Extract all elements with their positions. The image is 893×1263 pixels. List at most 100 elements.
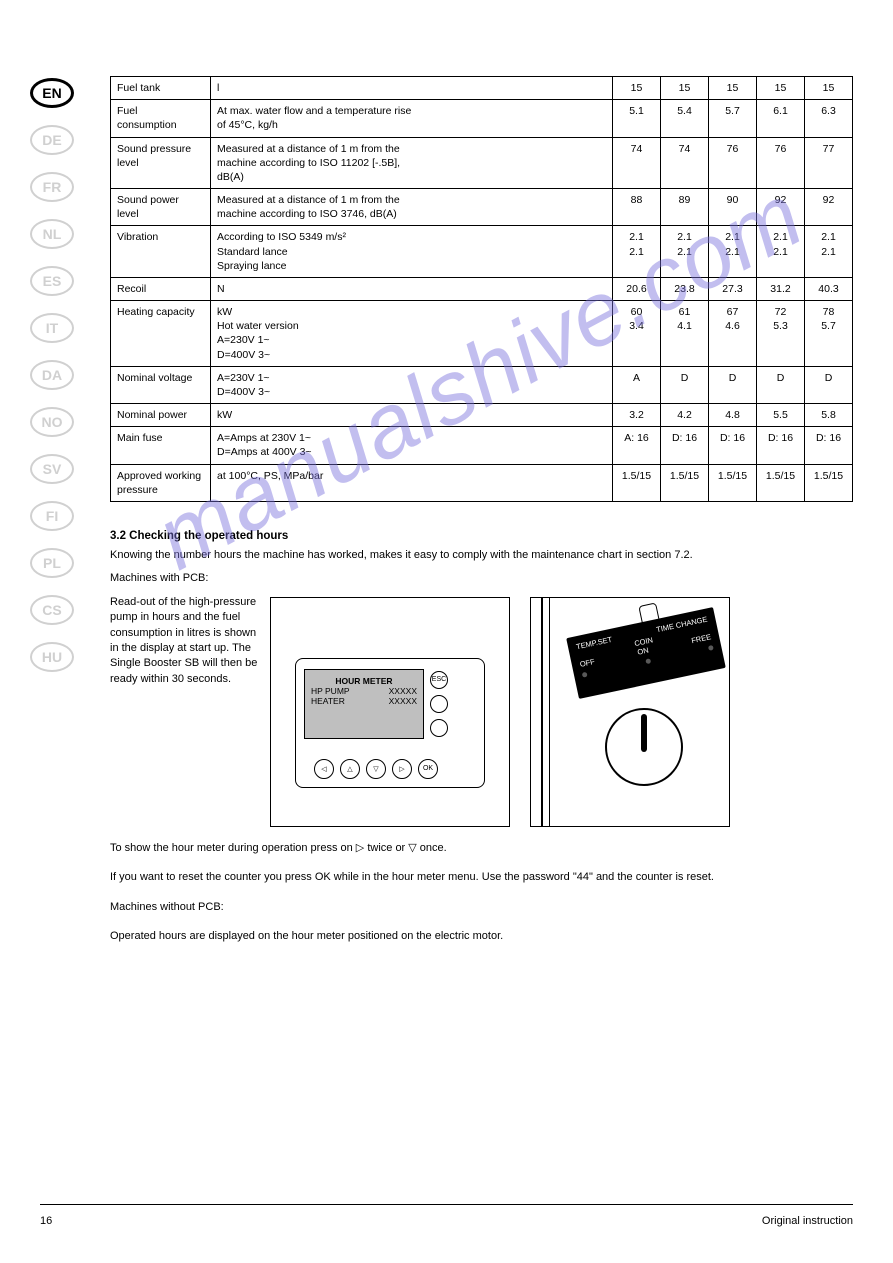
row-value: 1.5/15 xyxy=(709,464,757,501)
row-value: 614.1 xyxy=(661,301,709,367)
lang-badge-fi[interactable]: FI xyxy=(30,501,74,531)
screen-title: HOUR METER xyxy=(311,676,417,686)
row-value: 15 xyxy=(757,77,805,100)
rotary-knob[interactable] xyxy=(605,708,683,786)
row-value: 603.4 xyxy=(613,301,661,367)
plate-dot xyxy=(708,645,714,651)
blank-button-1[interactable] xyxy=(430,695,448,713)
lang-badge-en[interactable]: EN xyxy=(30,78,74,108)
lang-badge-hu[interactable]: HU xyxy=(30,642,74,672)
row-value: 40.3 xyxy=(805,277,853,300)
row-value: 3.2 xyxy=(613,404,661,427)
row-value: 725.3 xyxy=(757,301,805,367)
table-row: Heating capacitykWHot water versionA=230… xyxy=(111,301,853,367)
section-p4: Operated hours are displayed on the hour… xyxy=(110,929,853,944)
row-desc: According to ISO 5349 m/s²Standard lance… xyxy=(211,226,613,278)
plate-off: OFF xyxy=(579,657,596,669)
row-label: Approved workingpressure xyxy=(111,464,211,501)
lang-badge-da[interactable]: DA xyxy=(30,360,74,390)
lang-badge-cs[interactable]: CS xyxy=(30,595,74,625)
row-label: Fuel tank xyxy=(111,77,211,100)
lang-badge-de[interactable]: DE xyxy=(30,125,74,155)
row-value: 1.5/15 xyxy=(805,464,853,501)
screen-line2: HEATER XXXXX xyxy=(311,696,417,706)
row-desc: At max. water flow and a temperature ris… xyxy=(211,100,613,137)
section-below: If you want to reset the counter you pre… xyxy=(110,870,853,885)
table-row: Nominal powerkW3.24.24.85.55.8 xyxy=(111,404,853,427)
section-hours: 3.2 Checking the operated hours Knowing … xyxy=(110,530,853,944)
row-label: Nominal voltage xyxy=(111,366,211,403)
row-value: 2.12.1 xyxy=(709,226,757,278)
down-arrow-icon[interactable]: ▽ xyxy=(366,759,386,779)
lang-badge-es[interactable]: ES xyxy=(30,266,74,296)
row-desc: N xyxy=(211,277,613,300)
row-desc: at 100°C, PS, MPa/bar xyxy=(211,464,613,501)
section-heading: 3.2 Checking the operated hours xyxy=(110,530,853,542)
up-arrow-icon[interactable]: △ xyxy=(340,759,360,779)
table-row: Approved workingpressureat 100°C, PS, MP… xyxy=(111,464,853,501)
blank-button-2[interactable] xyxy=(430,719,448,737)
row-value: 2.12.1 xyxy=(661,226,709,278)
lang-badge-sv[interactable]: SV xyxy=(30,454,74,484)
table-row: Sound powerlevelMeasured at a distance o… xyxy=(111,189,853,226)
row-value: 74 xyxy=(661,137,709,189)
pcb-bottom-buttons: ◁ △ ▽ ▷ OK xyxy=(314,759,438,779)
row-desc: kW xyxy=(211,404,613,427)
row-label: Sound powerlevel xyxy=(111,189,211,226)
row-label: Main fuse xyxy=(111,427,211,464)
row-value: 74 xyxy=(613,137,661,189)
line1-val: XXXXX xyxy=(389,686,417,696)
row-value: D: 16 xyxy=(661,427,709,464)
row-value: 5.8 xyxy=(805,404,853,427)
lang-badge-nl[interactable]: NL xyxy=(30,219,74,249)
line2-label: HEATER xyxy=(311,696,345,706)
row-value: 88 xyxy=(613,189,661,226)
table-row: FuelconsumptionAt max. water flow and a … xyxy=(111,100,853,137)
page-number: 16 xyxy=(40,1215,52,1227)
row-value: D xyxy=(709,366,757,403)
table-row: Nominal voltageA=230V 1~D=400V 3~ADDDD xyxy=(111,366,853,403)
row-value: 31.2 xyxy=(757,277,805,300)
panel-illustrations: HOUR METER HP PUMP XXXXX HEATER XXXXX xyxy=(270,597,853,827)
row-value: 4.8 xyxy=(709,404,757,427)
row-value: 92 xyxy=(805,189,853,226)
lang-badge-no[interactable]: NO xyxy=(30,407,74,437)
row-value: A xyxy=(613,366,661,403)
page-footer: 16 Original instruction xyxy=(40,1215,853,1227)
esc-button[interactable]: ESC xyxy=(430,671,448,689)
plate-on: ON xyxy=(637,645,650,656)
line2-val: XXXXX xyxy=(389,696,417,706)
footer-rule xyxy=(40,1204,853,1205)
row-value: 785.7 xyxy=(805,301,853,367)
panel-edge-1 xyxy=(541,598,543,826)
section-sub: Machines with PCB: xyxy=(110,571,853,586)
row-value: D xyxy=(805,366,853,403)
lang-badge-it[interactable]: IT xyxy=(30,313,74,343)
lang-badge-pl[interactable]: PL xyxy=(30,548,74,578)
ok-button[interactable]: OK xyxy=(418,759,438,779)
section-p1: Knowing the number hours the machine has… xyxy=(110,548,853,563)
row-value: 76 xyxy=(757,137,805,189)
row-value: D xyxy=(757,366,805,403)
page-content: Fuel tankl1515151515FuelconsumptionAt ma… xyxy=(110,76,853,944)
row-value: 2.12.1 xyxy=(613,226,661,278)
row-value: 77 xyxy=(805,137,853,189)
row-value: 23.8 xyxy=(661,277,709,300)
row-desc: A=230V 1~D=400V 3~ xyxy=(211,366,613,403)
row-label: Heating capacity xyxy=(111,301,211,367)
spec-table: Fuel tankl1515151515FuelconsumptionAt ma… xyxy=(110,76,853,502)
lang-badge-fr[interactable]: FR xyxy=(30,172,74,202)
row-value: 674.6 xyxy=(709,301,757,367)
row-value: 5.5 xyxy=(757,404,805,427)
row-value: 1.5/15 xyxy=(661,464,709,501)
row-value: 27.3 xyxy=(709,277,757,300)
row-desc: A=Amps at 230V 1~D=Amps at 400V 3~ xyxy=(211,427,613,464)
row-value: 15 xyxy=(661,77,709,100)
left-arrow-icon[interactable]: ◁ xyxy=(314,759,334,779)
row-desc: Measured at a distance of 1 m from thema… xyxy=(211,189,613,226)
right-arrow-icon[interactable]: ▷ xyxy=(392,759,412,779)
knob-panel: TEMP.SET TIME CHANGE COIN OFF ON FREE xyxy=(530,597,730,827)
table-row: Fuel tankl1515151515 xyxy=(111,77,853,100)
row-value: 20.6 xyxy=(613,277,661,300)
footer-right: Original instruction xyxy=(762,1215,853,1227)
